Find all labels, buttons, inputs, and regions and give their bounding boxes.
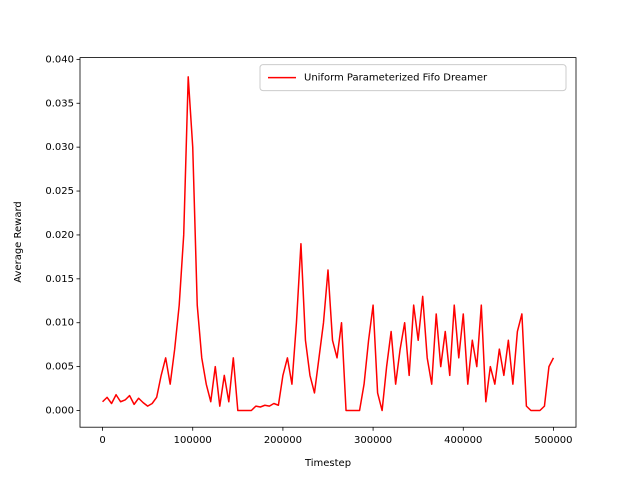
x-tick-label: 300000 <box>354 435 392 446</box>
x-tick-label: 400000 <box>444 435 482 446</box>
x-tick-label: 500000 <box>534 435 572 446</box>
x-tick-label: 200000 <box>264 435 302 446</box>
x-tick-label: 0 <box>99 435 105 446</box>
legend-box <box>259 64 567 92</box>
y-axis-label: Average Reward <box>13 201 24 282</box>
plot-frame <box>79 57 577 428</box>
y-tick-label: 0.025 <box>45 186 74 197</box>
y-tick-label: 0.040 <box>45 54 74 65</box>
x-tick-label: 100000 <box>174 435 212 446</box>
line-series <box>102 76 555 412</box>
y-tick-label: 0.035 <box>45 98 74 109</box>
y-tick-label: 0.015 <box>45 274 74 285</box>
y-tick-label: 0.030 <box>45 142 74 153</box>
y-tick-label: 0.020 <box>45 230 74 241</box>
y-tick-label: 0.010 <box>45 318 74 329</box>
x-axis-label: Timestep <box>304 458 351 469</box>
y-tick-label: 0.000 <box>45 406 74 417</box>
y-tick-label: 0.005 <box>45 362 74 373</box>
legend-label: Uniform Parameterized Fifo Dreamer <box>304 73 488 84</box>
